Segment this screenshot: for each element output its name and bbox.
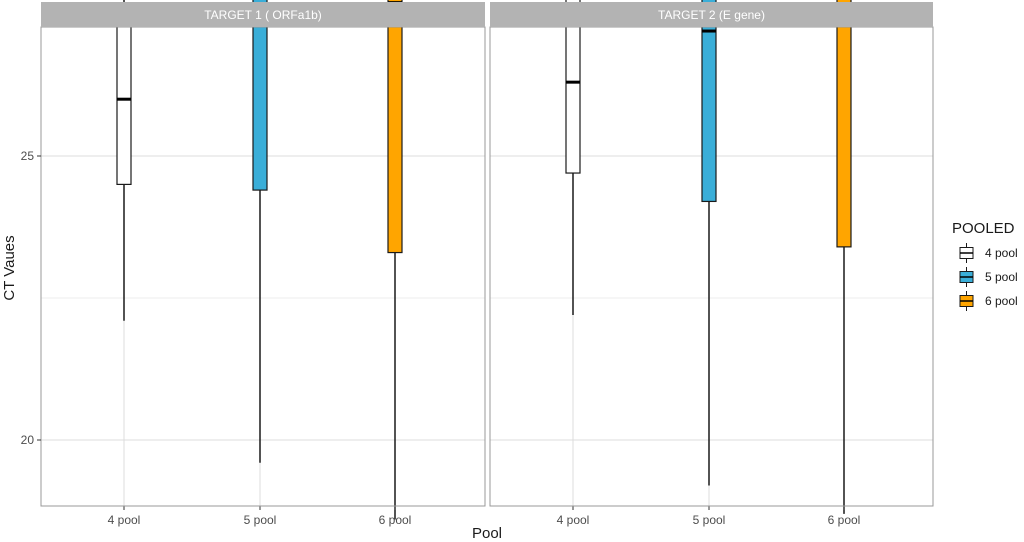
legend: POOLED 4 pool 5 pool 6 pool: [952, 220, 1018, 311]
x-tick-label: 5 pool: [693, 513, 726, 527]
legend-label: 5 pool: [985, 270, 1018, 284]
facet-panel: 4 pool 5 pool 6 pool TARGET 1 ( ORFa1b): [40, 0, 486, 527]
y-tick-label: 20: [21, 433, 35, 447]
box-iqr: [116, 7, 132, 186]
legend-label: 6 pool: [985, 294, 1018, 308]
box-iqr: [701, 0, 717, 203]
x-tick-label: 6 pool: [828, 513, 861, 527]
legend-label: 4 pool: [985, 246, 1018, 260]
facet-strip: [490, 2, 933, 27]
facet-strip: [41, 2, 485, 27]
legend-item: 5 pool: [959, 267, 1018, 287]
legend-item: 6 pool: [959, 291, 1018, 311]
box-iqr: [836, 0, 852, 248]
x-tick-label: 4 pool: [557, 513, 590, 527]
y-axis: 202530: [21, 149, 41, 447]
y-tick-label: 25: [21, 149, 35, 163]
facet-strip-title: TARGET 2 (E gene): [658, 8, 765, 22]
x-tick-label: 5 pool: [244, 513, 277, 527]
facet-panel: 4 pool 5 pool 6 pool TARGET 2 (E gene): [489, 0, 934, 527]
facet-strip-title: TARGET 1 ( ORFa1b): [204, 8, 322, 22]
x-tick-label: 4 pool: [108, 513, 141, 527]
boxplot-5-pool: [701, 0, 717, 486]
x-axis-label: Pool: [472, 525, 502, 542]
box-iqr: [387, 0, 403, 254]
x-tick-label: 6 pool: [379, 513, 412, 527]
legend-title: POOLED: [952, 220, 1015, 237]
box-iqr: [252, 0, 268, 191]
y-axis-label: CT Vaues: [1, 235, 18, 300]
legend-item: 4 pool: [959, 243, 1018, 263]
boxplot-4-pool: [565, 0, 581, 316]
